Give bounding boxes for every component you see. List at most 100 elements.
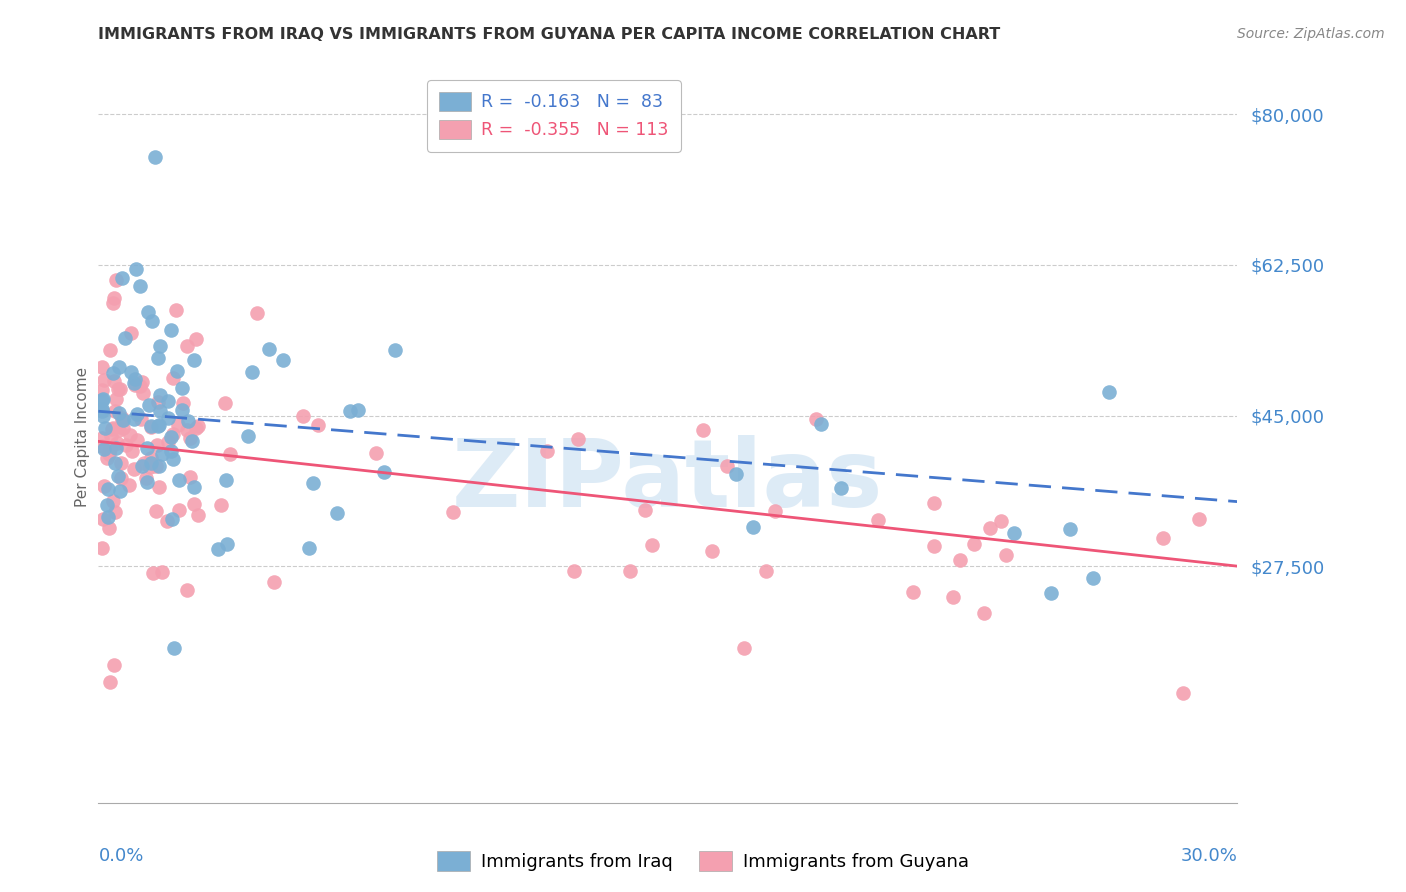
Point — [145, 150, 167, 164]
Point — [131, 459, 153, 474]
Point — [91, 409, 114, 423]
Point — [120, 326, 142, 340]
Point — [176, 423, 198, 437]
Point — [96, 451, 118, 466]
Point — [125, 262, 148, 277]
Point — [207, 541, 229, 556]
Point — [994, 548, 1017, 562]
Point — [135, 471, 157, 485]
Point — [742, 519, 765, 533]
Point — [215, 473, 238, 487]
Point — [257, 342, 280, 356]
Point — [922, 496, 945, 510]
Point — [949, 553, 972, 567]
Point — [141, 450, 163, 465]
Point — [214, 396, 236, 410]
Point — [271, 352, 294, 367]
Point — [170, 381, 193, 395]
Point — [156, 514, 179, 528]
Point — [922, 539, 945, 553]
Point — [297, 541, 319, 556]
Point — [263, 574, 285, 589]
Point — [187, 419, 209, 434]
Point — [1040, 586, 1063, 600]
Point — [93, 442, 115, 457]
Point — [91, 541, 114, 556]
Point — [148, 459, 170, 474]
Point — [148, 418, 170, 433]
Point — [152, 565, 174, 579]
Point — [105, 436, 128, 450]
Point — [104, 457, 127, 471]
Point — [157, 410, 180, 425]
Point — [101, 295, 124, 310]
Point — [111, 271, 134, 285]
Point — [167, 502, 190, 516]
Point — [129, 412, 152, 426]
Point — [121, 444, 143, 458]
Point — [98, 442, 121, 456]
Point — [218, 447, 240, 461]
Point — [384, 343, 406, 357]
Point — [700, 544, 723, 558]
Point — [160, 443, 183, 458]
Point — [156, 394, 179, 409]
Text: ZIPatlas: ZIPatlas — [453, 435, 883, 527]
Point — [118, 428, 141, 442]
Point — [110, 456, 132, 470]
Point — [127, 433, 149, 447]
Point — [184, 332, 207, 346]
Point — [104, 441, 127, 455]
Point — [180, 434, 202, 449]
Point — [91, 360, 114, 375]
Point — [166, 363, 188, 377]
Point — [217, 537, 239, 551]
Point — [127, 407, 149, 421]
Point — [152, 447, 174, 461]
Point — [122, 461, 145, 475]
Point — [100, 429, 122, 443]
Point — [120, 365, 142, 379]
Point — [692, 423, 714, 437]
Point — [101, 366, 124, 380]
Point — [1152, 531, 1174, 545]
Point — [187, 508, 209, 522]
Text: Source: ZipAtlas.com: Source: ZipAtlas.com — [1237, 27, 1385, 41]
Point — [240, 366, 263, 380]
Point — [103, 658, 125, 673]
Point — [170, 403, 193, 417]
Point — [134, 456, 156, 470]
Point — [98, 447, 121, 461]
Text: 30.0%: 30.0% — [1181, 847, 1237, 864]
Point — [101, 494, 124, 508]
Point — [160, 323, 183, 337]
Point — [1188, 512, 1211, 526]
Point — [536, 444, 558, 458]
Point — [179, 470, 201, 484]
Point — [141, 419, 163, 434]
Point — [110, 471, 132, 485]
Point — [733, 640, 755, 655]
Point — [238, 428, 260, 442]
Point — [172, 396, 194, 410]
Point — [973, 606, 995, 620]
Point — [142, 566, 165, 580]
Point — [179, 431, 201, 445]
Point — [103, 374, 125, 388]
Point — [139, 456, 162, 470]
Point — [114, 331, 136, 345]
Point — [942, 591, 965, 605]
Point — [103, 291, 125, 305]
Point — [346, 403, 368, 417]
Point — [183, 480, 205, 494]
Point — [148, 351, 170, 365]
Point — [108, 423, 131, 437]
Point — [129, 279, 152, 293]
Point — [146, 395, 169, 409]
Point — [326, 506, 349, 520]
Point — [91, 392, 114, 407]
Legend: Immigrants from Iraq, Immigrants from Guyana: Immigrants from Iraq, Immigrants from Gu… — [430, 844, 976, 879]
Point — [641, 538, 664, 552]
Point — [619, 565, 641, 579]
Point — [101, 421, 124, 435]
